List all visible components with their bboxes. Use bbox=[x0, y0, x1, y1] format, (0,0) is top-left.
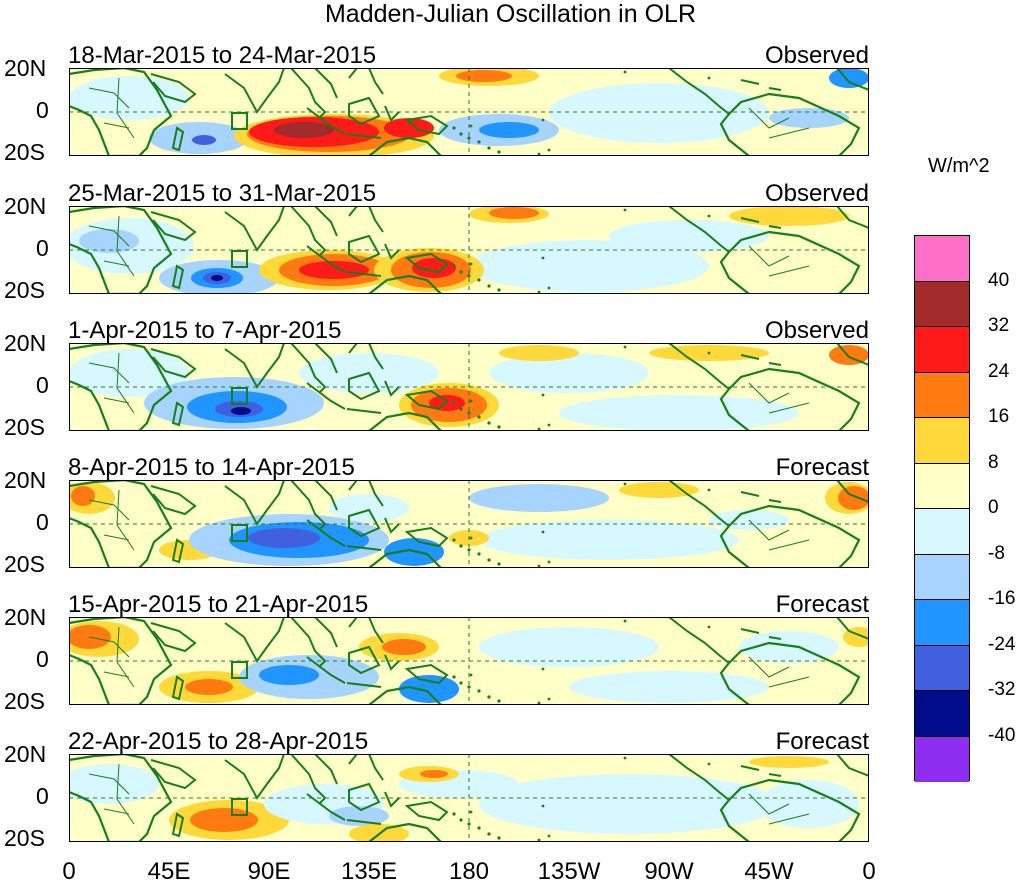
lat-label-20s: 20S bbox=[4, 139, 45, 165]
colorbar-cell bbox=[915, 372, 969, 418]
lat-label-equator: 0 bbox=[36, 646, 49, 672]
lat-label-20s: 20S bbox=[4, 688, 45, 714]
lat-label-20n: 20N bbox=[4, 741, 47, 767]
lat-label-20s: 20S bbox=[4, 551, 45, 577]
panel-5: 15-Apr-2015 to 21-Apr-2015 Forecast 20N … bbox=[0, 592, 1021, 732]
lon-label-135e: 135E bbox=[340, 858, 398, 885]
lon-label-45w: 45W bbox=[744, 858, 794, 885]
main-title: Madden-Julian Oscillation in OLR bbox=[324, 0, 696, 28]
panel-status: Forecast bbox=[775, 454, 869, 481]
lat-label-20n: 20N bbox=[4, 55, 47, 81]
colorbar-tick-label: -40 bbox=[988, 724, 1016, 746]
panel-date-range: 15-Apr-2015 to 21-Apr-2015 bbox=[68, 591, 369, 618]
colorbar-tick-label: -16 bbox=[988, 588, 1016, 609]
colorbar-tick-label: 0 bbox=[988, 497, 999, 518]
panel-status: Observed bbox=[764, 42, 869, 69]
colorbar-tick-label: 40 bbox=[988, 269, 1010, 291]
lon-label-90e: 90E bbox=[247, 858, 291, 885]
lat-label-equator: 0 bbox=[36, 97, 49, 123]
panel-4: 8-Apr-2015 to 14-Apr-2015 Forecast 20N 0… bbox=[0, 455, 1021, 595]
panel-date-range: 22-Apr-2015 to 28-Apr-2015 bbox=[68, 728, 369, 755]
lon-label-0: 0 bbox=[62, 858, 76, 885]
colorbar-cell bbox=[915, 691, 969, 737]
lat-label-20n: 20N bbox=[4, 330, 47, 356]
panel-status: Forecast bbox=[775, 591, 869, 618]
lat-label-20n: 20N bbox=[4, 193, 47, 219]
panel-date-range: 25-Mar-2015 to 31-Mar-2015 bbox=[68, 180, 377, 207]
panel-status: Forecast bbox=[775, 728, 869, 755]
lat-label-equator: 0 bbox=[36, 509, 49, 535]
colorbar-tick-label: 32 bbox=[988, 315, 1010, 336]
panel-status: Observed bbox=[764, 180, 869, 207]
longitude-axis: 0 45E 90E 135E 180 135W 90W 45W 0 bbox=[0, 858, 1021, 887]
lat-label-equator: 0 bbox=[36, 235, 49, 261]
units-label: W/m^2 bbox=[928, 155, 990, 177]
lon-label-90w: 90W bbox=[644, 858, 694, 885]
lat-label-20s: 20S bbox=[4, 825, 45, 851]
olr-map bbox=[69, 754, 869, 842]
colorbar-tick-label: -8 bbox=[988, 542, 1005, 564]
panel-3: 1-Apr-2015 to 7-Apr-2015 Observed 20N 0 … bbox=[0, 318, 1021, 458]
lat-label-20n: 20N bbox=[4, 604, 47, 630]
panel-date-range: 1-Apr-2015 to 7-Apr-2015 bbox=[68, 317, 342, 344]
colorbar-cell bbox=[915, 645, 969, 691]
colorbar-cell bbox=[915, 327, 969, 373]
lon-label-180: 180 bbox=[448, 858, 490, 885]
lon-label-0-end: 0 bbox=[862, 858, 876, 885]
colorbar-cell bbox=[915, 418, 969, 464]
panel-status: Observed bbox=[764, 317, 869, 344]
colorbar-tick-label: 16 bbox=[988, 406, 1010, 427]
panel-date-range: 8-Apr-2015 to 14-Apr-2015 bbox=[68, 454, 355, 481]
lat-label-20s: 20S bbox=[4, 414, 45, 440]
colorbar-cell bbox=[915, 736, 969, 782]
panel-6: 22-Apr-2015 to 28-Apr-2015 Forecast 20N … bbox=[0, 729, 1021, 869]
colorbar-tick-label: 24 bbox=[988, 360, 1010, 382]
olr-map bbox=[69, 343, 869, 431]
olr-map bbox=[69, 617, 869, 705]
lat-label-20s: 20S bbox=[4, 277, 45, 303]
panel-date-range: 18-Mar-2015 to 24-Mar-2015 bbox=[68, 42, 377, 69]
colorbar-cell bbox=[915, 600, 969, 646]
lon-label-45e: 45E bbox=[147, 858, 191, 885]
olr-map bbox=[69, 480, 869, 568]
panel-2: 25-Mar-2015 to 31-Mar-2015 Observed 20N … bbox=[0, 181, 1021, 321]
colorbar-cell bbox=[915, 554, 969, 600]
olr-map bbox=[69, 206, 869, 294]
colorbar-tick-label: -32 bbox=[988, 679, 1016, 700]
colorbar-cell bbox=[915, 509, 969, 555]
lat-label-equator: 0 bbox=[36, 783, 49, 809]
colorbar-cell bbox=[915, 281, 969, 327]
lat-label-20n: 20N bbox=[4, 467, 47, 493]
lon-label-135w: 135W bbox=[537, 858, 601, 885]
colorbar-cell bbox=[915, 463, 969, 509]
colorbar-tick-label: -24 bbox=[988, 633, 1016, 655]
olr-map bbox=[69, 68, 869, 156]
lat-label-equator: 0 bbox=[36, 372, 49, 398]
panel-1: 18-Mar-2015 to 24-Mar-2015 Observed 20N … bbox=[0, 43, 1021, 183]
colorbar bbox=[914, 235, 970, 782]
colorbar-cell bbox=[915, 236, 969, 282]
colorbar-tick-label: 8 bbox=[988, 451, 999, 473]
